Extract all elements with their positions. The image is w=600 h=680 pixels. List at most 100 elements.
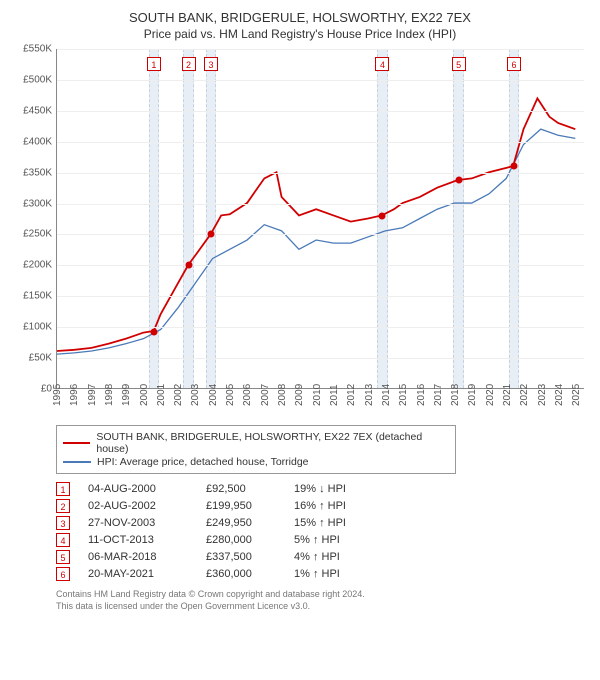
- x-tick: 2005: [225, 384, 236, 406]
- x-tick: 2013: [364, 384, 375, 406]
- x-tick: 2009: [294, 384, 305, 406]
- sale-price: £92,500: [206, 483, 276, 495]
- sale-price: £337,500: [206, 551, 276, 563]
- x-tick: 2012: [346, 384, 357, 406]
- sale-price: £249,950: [206, 517, 276, 529]
- legend-item-2: HPI: Average price, detached house, Torr…: [63, 456, 449, 468]
- x-tick: 2001: [156, 384, 167, 406]
- sale-point: [511, 163, 518, 170]
- x-tick: 2002: [173, 384, 184, 406]
- x-tick: 1997: [87, 384, 98, 406]
- sale-index-box: 1: [56, 482, 70, 496]
- sale-point: [208, 231, 215, 238]
- y-tick: £100K: [23, 322, 52, 333]
- chart-subtitle: Price paid vs. HM Land Registry's House …: [12, 27, 588, 41]
- legend-box: SOUTH BANK, BRIDGERULE, HOLSWORTHY, EX22…: [56, 425, 456, 474]
- sale-index-box: 5: [56, 550, 70, 564]
- gridline: [57, 204, 584, 205]
- gridline: [57, 49, 584, 50]
- sale-index-box: 6: [56, 567, 70, 581]
- x-tick: 2019: [467, 384, 478, 406]
- sale-row: 2 02-AUG-2002 £199,950 16% ↑ HPI: [56, 499, 588, 513]
- sale-index-box: 4: [56, 533, 70, 547]
- line-svg: [57, 49, 584, 388]
- series-line: [57, 98, 575, 351]
- sale-date: 02-AUG-2002: [88, 500, 188, 512]
- x-tick: 2004: [208, 384, 219, 406]
- x-tick: 2025: [571, 384, 582, 406]
- sale-vs-hpi: 19% ↓ HPI: [294, 483, 384, 495]
- footer-line-1: Contains HM Land Registry data © Crown c…: [56, 589, 588, 601]
- sale-price: £280,000: [206, 534, 276, 546]
- sale-point: [379, 212, 386, 219]
- gridline: [57, 173, 584, 174]
- sale-row: 620-MAY-2021£360,0001% ↑ HPI: [56, 567, 588, 581]
- x-tick: 2016: [416, 384, 427, 406]
- gridline: [57, 265, 584, 266]
- x-tick: 2024: [554, 384, 565, 406]
- sale-vs-hpi: 4% ↑ HPI: [294, 551, 384, 563]
- sale-vs-hpi: 1% ↑ HPI: [294, 568, 384, 580]
- x-tick: 1995: [52, 384, 63, 406]
- x-tick: 2022: [519, 384, 530, 406]
- sale-point: [455, 177, 462, 184]
- x-tick: 2015: [398, 384, 409, 406]
- sale-date: 06-MAR-2018: [88, 551, 188, 563]
- y-tick: £150K: [23, 291, 52, 302]
- gridline: [57, 234, 584, 235]
- sale-row: 1 04-AUG-2000 £92,500 19% ↓ HPI: [56, 482, 588, 496]
- sale-price: £199,950: [206, 500, 276, 512]
- sale-row: 411-OCT-2013£280,0005% ↑ HPI: [56, 533, 588, 547]
- x-tick: 2008: [277, 384, 288, 406]
- sale-date: 04-AUG-2000: [88, 483, 188, 495]
- sale-row: 327-NOV-2003£249,95015% ↑ HPI: [56, 516, 588, 530]
- y-tick: £350K: [23, 167, 52, 178]
- chart-area: £0£50K£100K£150K£200K£250K£300K£350K£400…: [12, 49, 588, 419]
- legend-label-2: HPI: Average price, detached house, Torr…: [97, 456, 309, 468]
- x-tick: 2003: [190, 384, 201, 406]
- legend-label-1: SOUTH BANK, BRIDGERULE, HOLSWORTHY, EX22…: [96, 431, 449, 455]
- gridline: [57, 358, 584, 359]
- y-axis: £0£50K£100K£150K£200K£250K£300K£350K£400…: [12, 49, 56, 389]
- x-axis: 1995199619971998199920002001200220032004…: [56, 389, 584, 419]
- legend-swatch-blue: [63, 461, 91, 463]
- sale-index-box: 2: [56, 499, 70, 513]
- sale-date: 27-NOV-2003: [88, 517, 188, 529]
- gridline: [57, 111, 584, 112]
- y-tick: £400K: [23, 136, 52, 147]
- sale-point: [185, 262, 192, 269]
- x-tick: 2020: [485, 384, 496, 406]
- y-tick: £550K: [23, 44, 52, 55]
- chart-marker: 1: [147, 57, 161, 71]
- y-tick: £300K: [23, 198, 52, 209]
- footer-text: Contains HM Land Registry data © Crown c…: [56, 589, 588, 612]
- x-tick: 2011: [329, 384, 340, 406]
- sale-index-box: 3: [56, 516, 70, 530]
- y-tick: £200K: [23, 260, 52, 271]
- sale-date: 20-MAY-2021: [88, 568, 188, 580]
- gridline: [57, 80, 584, 81]
- x-tick: 2021: [502, 384, 513, 406]
- y-tick: £0: [41, 384, 52, 395]
- gridline: [57, 327, 584, 328]
- sale-vs-hpi: 16% ↑ HPI: [294, 500, 384, 512]
- sale-date: 11-OCT-2013: [88, 534, 188, 546]
- x-tick: 2007: [260, 384, 271, 406]
- chart-title: SOUTH BANK, BRIDGERULE, HOLSWORTHY, EX22…: [12, 10, 588, 25]
- sale-row: 5 06-MAR-2018 £337,500 4% ↑ HPI: [56, 550, 588, 564]
- x-tick: 2006: [242, 384, 253, 406]
- x-tick: 2000: [139, 384, 150, 406]
- y-tick: £450K: [23, 105, 52, 116]
- x-tick: 1998: [104, 384, 115, 406]
- legend-swatch-red: [63, 442, 90, 444]
- chart-marker: 4: [375, 57, 389, 71]
- x-tick: 1996: [69, 384, 80, 406]
- x-tick: 2018: [450, 384, 461, 406]
- gridline: [57, 296, 584, 297]
- x-tick: 1999: [121, 384, 132, 406]
- sales-table: 1 04-AUG-2000 £92,500 19% ↓ HPI 2 02-AUG-2002…: [56, 482, 588, 581]
- chart-marker: 2: [182, 57, 196, 71]
- x-tick: 2014: [381, 384, 392, 406]
- chart-marker: 3: [204, 57, 218, 71]
- footer-line-2: This data is licensed under the Open Gov…: [56, 601, 588, 613]
